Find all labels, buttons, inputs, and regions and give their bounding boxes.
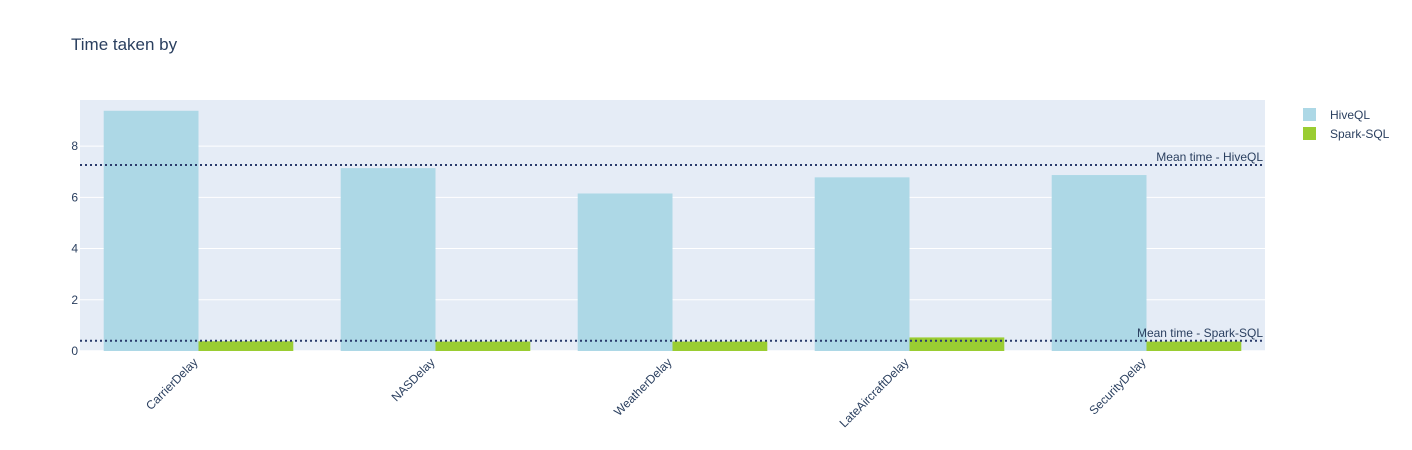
y-tick-label: 6 [71,190,78,204]
bar-hiveql-carrierdelay[interactable] [103,110,199,351]
reference-lines: Mean time - HiveQL Mean time - Spark-SQL [80,150,1265,342]
legend-label: HiveQL [1330,108,1370,122]
x-tick-label: LateAircraftDelay [837,355,912,430]
bar-hiveql-securitydelay[interactable] [1051,175,1147,351]
x-tick-label: SecurityDelay [1086,355,1148,417]
legend-label: Spark-SQL [1330,127,1390,141]
bar-spark-sql-lateaircraftdelay[interactable] [909,337,1005,351]
bar-spark-sql-nasdelay[interactable] [435,341,531,351]
bar-spark-sql-securitydelay[interactable] [1146,341,1242,351]
x-axis: CarrierDelay NASDelay WeatherDelay LateAirc… [143,355,1149,430]
bar-spark-sql-weatherdelay[interactable] [672,341,768,351]
y-tick-label: 0 [71,344,78,358]
bar-hiveql-lateaircraftdelay[interactable] [814,177,910,351]
mean-line-label: Mean time - HiveQL [1156,150,1263,164]
bar-hiveql-nasdelay[interactable] [340,168,436,351]
bar-spark-sql-carrierdelay[interactable] [198,341,294,351]
legend-swatch [1303,127,1316,140]
y-tick-label: 8 [71,139,78,153]
x-tick-label: NASDelay [389,355,438,404]
bar-hiveql-weatherdelay[interactable] [577,193,673,351]
bars [103,110,1242,351]
mean-line-label: Mean time - Spark-SQL [1137,326,1263,340]
legend-item-hiveql[interactable]: HiveQL [1303,108,1370,122]
x-tick-label: CarrierDelay [143,355,201,413]
legend[interactable]: HiveQL Spark-SQL [1303,108,1390,141]
y-tick-label: 2 [71,293,78,307]
x-tick-label: WeatherDelay [611,355,675,419]
chart-title: Time taken by [71,35,178,54]
y-axis: 0 2 4 6 8 [71,139,78,358]
legend-item-spark-sql[interactable]: Spark-SQL [1303,127,1390,141]
legend-swatch [1303,108,1316,121]
y-tick-label: 4 [71,242,78,256]
